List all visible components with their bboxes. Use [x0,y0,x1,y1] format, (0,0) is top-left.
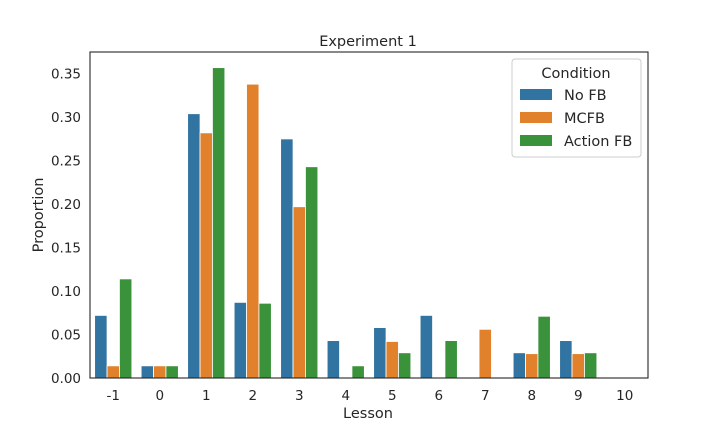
legend-swatch [520,135,552,146]
y-tick-label: 0.25 [51,154,81,170]
x-tick-labels: -1 0 1 2 3 4 5 6 7 8 9 10 [107,388,634,404]
y-tick-label: 0.00 [51,371,81,387]
x-tick-label: 6 [434,388,443,404]
y-tick-label: 0.30 [51,110,81,126]
bars-group [94,67,598,379]
bar [373,327,387,379]
bar [385,341,399,379]
bar [212,67,226,379]
bar [351,365,365,379]
y-tick-label: 0.20 [51,197,81,213]
bar [119,278,133,379]
legend-label: MCFB [564,111,605,127]
bar [280,138,294,379]
bar [478,328,492,379]
x-tick-label: 1 [202,388,211,404]
bar [305,166,319,379]
bar [419,315,433,379]
legend-label: No FB [564,88,607,104]
bar [153,365,167,379]
x-tick-label: 9 [574,388,583,404]
bar [233,301,247,379]
bar [444,340,458,379]
y-tick-label: 0.35 [51,67,81,83]
x-tick-label: 3 [295,388,304,404]
bar [165,365,179,379]
x-tick-label: 2 [248,388,257,404]
bar [584,352,598,379]
legend-label: Action FB [564,134,632,150]
legend-title: Condition [541,66,610,82]
bar [326,340,340,379]
legend: Condition No FB MCFB Action FB [511,58,642,158]
legend-items: No FB MCFB Action FB [520,88,632,150]
bar [106,365,120,379]
y-tick-label: 0.05 [51,328,81,344]
y-tick-label: 0.10 [51,284,81,300]
x-tick-label: -1 [107,388,120,404]
bar [398,352,412,379]
bar [199,132,213,379]
bar [571,353,585,379]
y-tick-label: 0.15 [51,241,81,257]
bar [292,206,306,379]
x-tick-label: 5 [388,388,397,404]
bar [187,113,201,379]
y-axis-label: Proportion [31,178,47,253]
chart-title: Experiment 1 [319,34,417,50]
bar [246,83,260,379]
x-tick-label: 0 [155,388,164,404]
x-tick-label: 4 [341,388,350,404]
x-tick-label: 7 [481,388,490,404]
legend-swatch [520,112,552,123]
bar [559,340,573,379]
x-tick-label: 10 [616,388,633,404]
x-axis-label: Lesson [343,406,393,422]
bar [94,315,108,379]
bar [140,365,154,379]
bar [512,352,526,379]
x-tick-label: 8 [527,388,536,404]
y-tick-labels: 0.00 0.05 0.10 0.15 0.20 0.25 0.30 0.35 [51,67,81,387]
bar [537,315,551,379]
bar [258,302,272,379]
legend-swatch [520,89,552,100]
plot-frame [89,51,649,379]
legend-box [511,58,642,158]
bar [525,353,539,379]
